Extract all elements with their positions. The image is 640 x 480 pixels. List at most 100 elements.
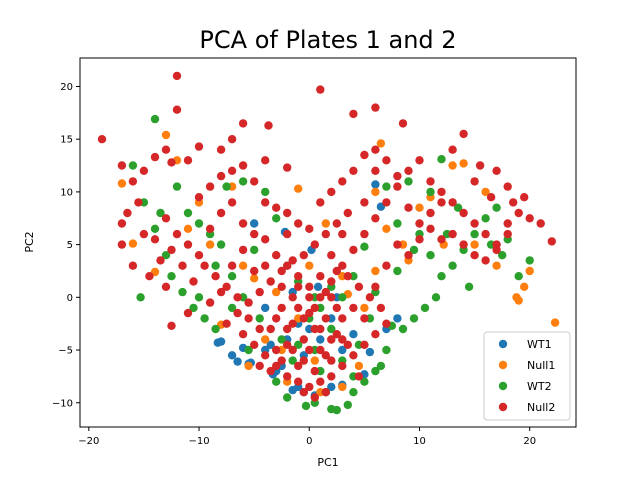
data-point: [250, 219, 259, 228]
data-point: [205, 224, 215, 233]
data-point: [255, 324, 264, 334]
y-axis-label: PC2: [23, 231, 36, 252]
data-point: [415, 203, 424, 212]
data-point: [316, 198, 325, 207]
data-point: [305, 282, 314, 291]
data-point: [250, 340, 259, 349]
data-point: [172, 229, 182, 239]
data-point: [327, 372, 336, 381]
data-point: [288, 385, 297, 395]
data-point: [316, 335, 325, 344]
data-point: [514, 272, 523, 281]
data-point: [360, 340, 369, 349]
data-point: [205, 182, 215, 191]
data-point: [222, 282, 231, 291]
data-point: [250, 229, 259, 239]
data-point: [327, 187, 336, 197]
data-point: [283, 163, 292, 172]
data-point: [338, 335, 347, 344]
data-point: [183, 308, 193, 318]
data-point: [283, 393, 292, 402]
data-point: [327, 335, 336, 344]
data-point: [194, 219, 204, 228]
data-point: [310, 303, 319, 313]
data-point: [97, 135, 107, 144]
data-point: [343, 208, 352, 218]
data-point: [227, 351, 237, 360]
data-point: [338, 361, 347, 371]
data-point: [310, 393, 319, 402]
data-point: [183, 208, 193, 218]
legend-marker-wt1: [498, 339, 508, 349]
x-tick-label: 10: [413, 436, 426, 447]
data-point: [288, 293, 297, 302]
data-point: [227, 198, 237, 207]
data-point: [360, 242, 369, 251]
data-point: [150, 114, 160, 124]
data-point: [376, 303, 386, 313]
data-point: [536, 219, 545, 228]
data-point: [459, 208, 468, 218]
data-point: [332, 405, 341, 415]
data-point: [272, 345, 281, 355]
data-point: [294, 377, 303, 386]
legend-box: [483, 331, 571, 421]
data-point: [481, 229, 490, 239]
data-point: [272, 203, 281, 212]
data-point: [189, 303, 198, 313]
data-point: [161, 251, 171, 260]
data-point: [139, 229, 149, 239]
data-point: [415, 219, 424, 228]
data-point: [167, 272, 176, 281]
chart-title: PCA of Plates 1 and 2: [199, 26, 456, 54]
data-point: [272, 377, 281, 386]
data-point: [266, 366, 275, 376]
data-point: [294, 272, 303, 281]
data-point: [299, 335, 308, 344]
data-point: [305, 261, 314, 270]
data-point: [227, 261, 237, 270]
data-point: [272, 251, 281, 260]
data-point: [294, 184, 303, 193]
data-point: [156, 256, 165, 265]
data-point: [233, 308, 242, 318]
data-point: [167, 321, 176, 330]
data-point: [371, 103, 380, 112]
data-point: [360, 198, 369, 207]
data-point: [261, 335, 270, 344]
data-point: [393, 219, 402, 228]
data-point: [338, 314, 347, 323]
data-point: [272, 214, 281, 223]
data-point: [371, 166, 380, 175]
data-point: [294, 361, 303, 371]
data-point: [382, 182, 391, 191]
data-point: [310, 366, 319, 376]
data-point: [172, 182, 182, 191]
data-point: [117, 219, 127, 228]
data-point: [183, 240, 193, 249]
data-point: [481, 256, 490, 265]
data-point: [453, 203, 463, 212]
data-point: [216, 208, 226, 218]
data-point: [404, 251, 413, 260]
series-null2: [97, 71, 556, 402]
data-point: [310, 356, 319, 365]
data-point: [338, 177, 347, 186]
data-point: [360, 303, 369, 313]
data-point: [172, 105, 182, 114]
data-point: [343, 340, 352, 349]
data-point: [216, 240, 226, 249]
data-point: [238, 177, 248, 186]
data-point: [283, 208, 292, 218]
data-point: [277, 266, 286, 276]
y-tick-label: −10: [52, 398, 73, 409]
data-point: [288, 345, 297, 355]
data-point: [360, 150, 369, 160]
data-point: [261, 235, 270, 244]
data-point: [514, 208, 523, 218]
data-point: [316, 345, 325, 355]
data-point: [327, 382, 336, 392]
data-point: [277, 282, 286, 291]
data-point: [238, 245, 248, 255]
data-point: [431, 293, 441, 302]
